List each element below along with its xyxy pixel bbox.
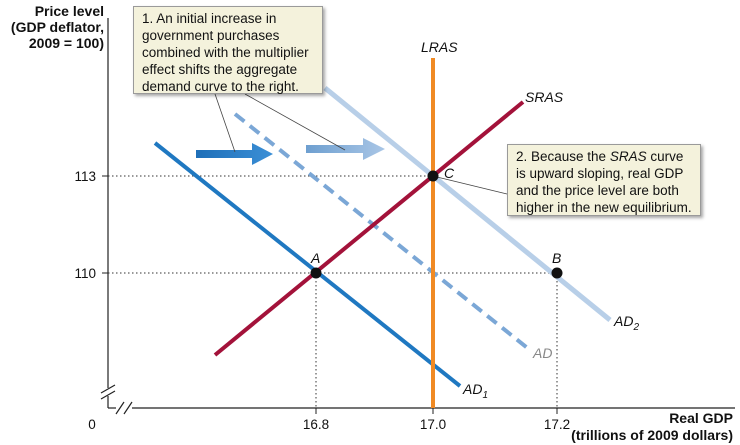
callout-note-2-text-pre: 2. Because the [516,149,610,164]
x-axis-title-line2: (trillions of 2009 dollars) [571,427,733,443]
x-tick-label-17-2: 17.2 [544,417,570,432]
callout-note-2-text-post: curve is upward sloping, real GDP and th… [516,149,692,215]
x-tick-label-16-8: 16.8 [303,417,329,432]
y-tick-label-113: 113 [74,169,96,184]
x-axis-title-line1: Real GDP [669,410,733,426]
sras-label: SRAS [525,89,564,105]
ad2-label: AD2 [613,313,639,333]
shift-arrow-1 [196,143,273,165]
point-b [551,267,563,279]
leader-note2 [436,176,508,195]
sras-curve [213,100,525,357]
callout-note-2: 2. Because the SRAS curve is upward slop… [507,144,701,216]
point-c-label: C [444,165,455,181]
callout-note-1: 1. An initial increase in government pur… [133,6,323,94]
ad-label: AD [532,345,552,361]
y-axis-title-line1: Price level [35,3,104,19]
callout-note-2-text-em: SRAS [609,149,647,164]
ad2-curve [323,86,612,322]
point-b-label: B [552,250,561,266]
origin-label: 0 [88,417,96,432]
ad-curve [233,112,532,352]
point-a-label: A [310,250,320,266]
point-a [310,267,322,279]
ad1-curve [153,141,462,388]
y-tick-label-110: 110 [74,266,96,281]
y-axis-title-line3: 2009 = 100) [29,35,104,51]
shift-arrow-2 [306,138,385,160]
x-tick-label-17-0: 17.0 [420,417,446,432]
x-axis-break [115,401,133,415]
leader-note1-arrow1 [214,93,236,153]
lras-label: LRAS [421,39,458,55]
point-c [427,170,439,182]
callout-note-1-text: 1. An initial increase in government pur… [142,11,309,94]
y-axis-break [100,384,116,400]
ad1-label: AD1 [462,381,488,401]
y-axis-title-line2: (GDP deflator, [11,19,104,35]
leader-note1-arrow2 [244,93,346,151]
